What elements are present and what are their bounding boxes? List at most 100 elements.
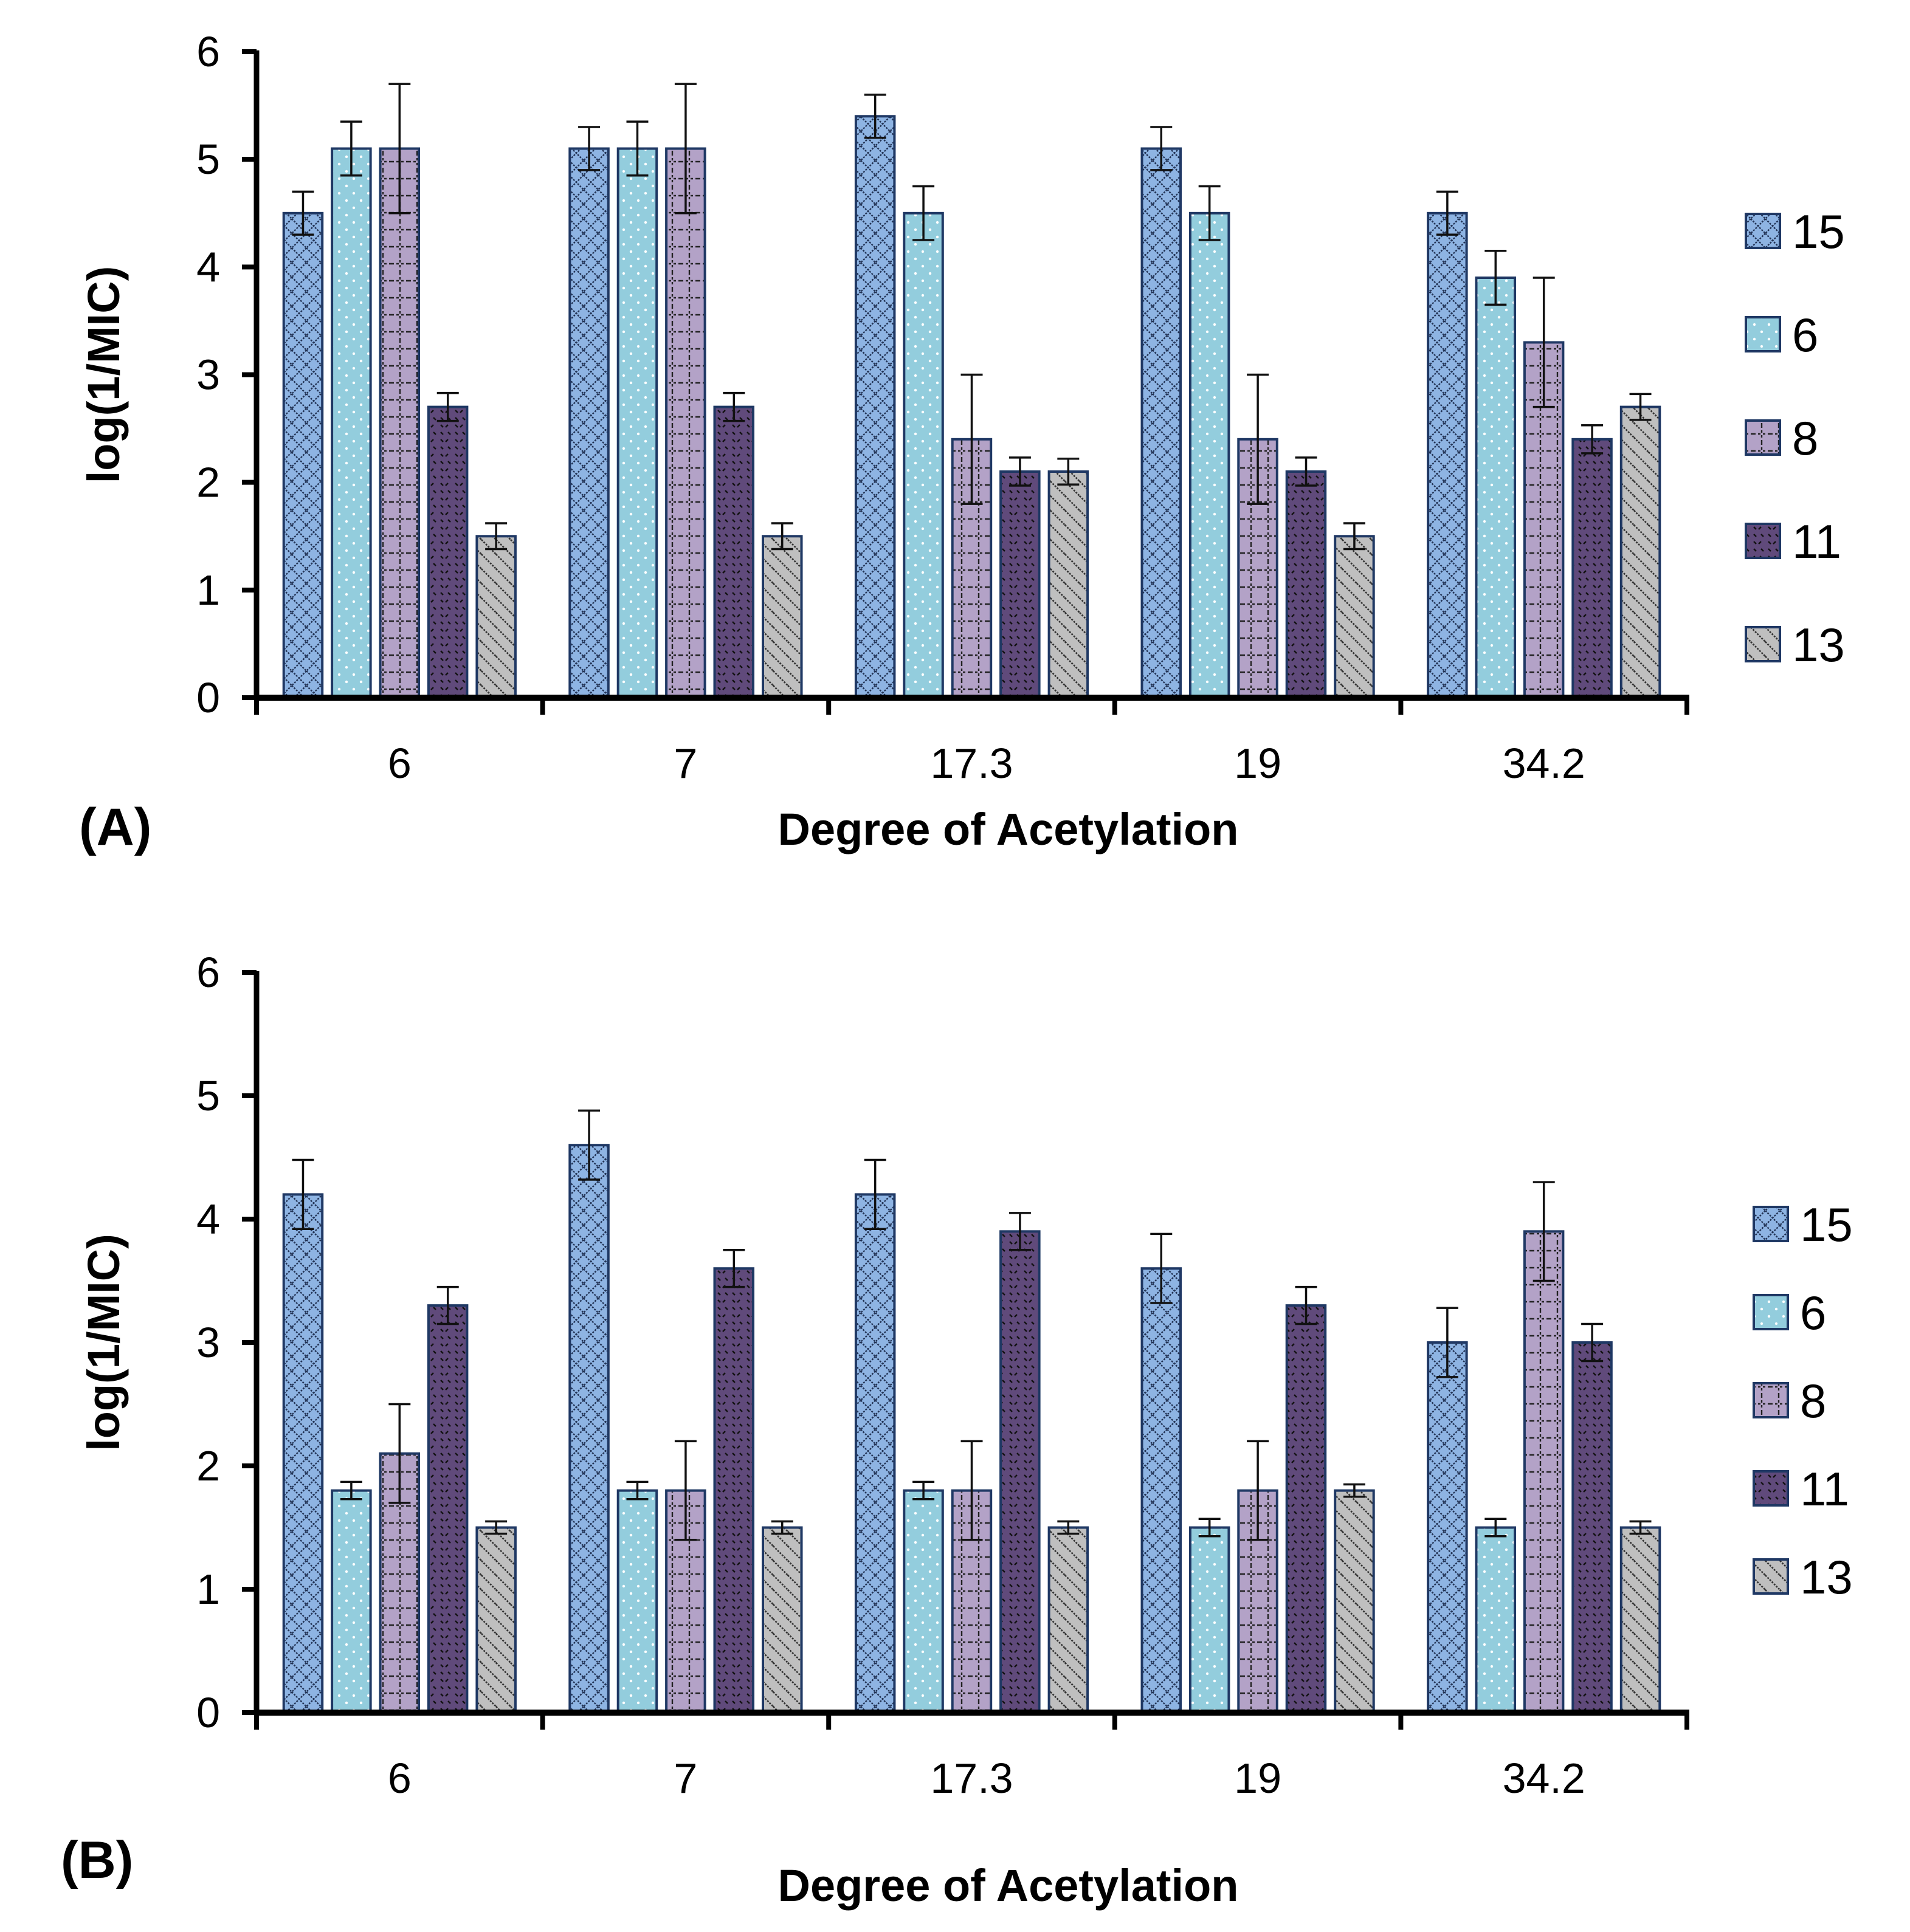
legend-swatch-15	[1753, 1206, 1789, 1242]
x-tick-label: 6	[388, 1755, 412, 1802]
bar-6-6	[331, 1489, 372, 1714]
error-bar-8-19	[1247, 1440, 1269, 1541]
y-tick-label: 2	[196, 1442, 220, 1490]
legend-label-8: 8	[1792, 411, 1818, 465]
panel-label: (B)	[61, 1831, 133, 1889]
error-bar-6-7	[626, 1480, 649, 1501]
y-tick-label: 1	[196, 566, 220, 614]
bar-15-17.3	[854, 115, 896, 700]
error-bar-8-17.3	[960, 373, 983, 505]
bar-15-7	[568, 1144, 610, 1714]
error-bar-15-7	[578, 126, 601, 171]
bar-6-34.2	[1475, 1526, 1516, 1714]
legend-swatch-8	[1745, 419, 1781, 456]
error-bar-13-34.2	[1629, 393, 1652, 421]
bar-15-17.3	[854, 1193, 896, 1714]
error-bar-15-17.3	[864, 94, 886, 139]
error-bar-11-6	[436, 391, 459, 422]
error-bar-6-6	[340, 120, 362, 177]
error-bar-11-6	[436, 1285, 459, 1325]
legend: 15 6 8 11 13	[1745, 205, 1845, 672]
panel-label: (A)	[79, 798, 151, 856]
error-bar-13-7	[771, 1520, 793, 1535]
bar-13-6	[475, 1526, 517, 1714]
legend-swatch-6	[1753, 1294, 1789, 1330]
bar-6-19	[1188, 1526, 1230, 1714]
y-tick-label: 6	[196, 949, 220, 996]
legend-label-6: 6	[1792, 308, 1818, 362]
bar-15-34.2	[1427, 1341, 1468, 1714]
error-bar-6-19	[1198, 1518, 1221, 1538]
bar-13-17.3	[1047, 470, 1089, 699]
error-bar-13-19	[1343, 522, 1365, 551]
x-tick-label: 34.2	[1503, 740, 1585, 787]
error-bar-13-17.3	[1057, 1520, 1080, 1535]
x-tick-label: 7	[674, 740, 697, 787]
bar-6-34.2	[1475, 277, 1516, 699]
y-tick-label: 0	[196, 674, 220, 721]
error-bar-11-34.2	[1581, 424, 1604, 455]
bar-11-17.3	[999, 470, 1041, 699]
legend-swatch-6	[1745, 316, 1781, 352]
legend-label-11: 11	[1800, 1462, 1849, 1516]
y-tick-label: 0	[196, 1689, 220, 1736]
y-tick-label: 5	[196, 136, 220, 183]
x-axis-title: Degree of Acetylation	[778, 804, 1239, 854]
error-bar-11-19	[1295, 1285, 1317, 1325]
error-bar-6-17.3	[912, 1480, 935, 1501]
bar-11-19	[1285, 470, 1327, 699]
y-tick-label: 3	[196, 351, 220, 399]
bar-6-17.3	[903, 211, 944, 700]
error-bar-13-7	[771, 522, 793, 551]
bar-6-6	[331, 147, 372, 699]
bar-13-7	[762, 1526, 803, 1714]
legend-swatch-13	[1753, 1558, 1789, 1595]
bar-8-34.2	[1523, 1230, 1565, 1714]
error-bar-8-19	[1247, 373, 1269, 505]
bar-13-34.2	[1619, 1526, 1661, 1714]
y-tick-label: 4	[196, 1195, 220, 1243]
bar-13-19	[1334, 1489, 1375, 1714]
panel-b: 0 1 2 3 4 5 6 6 7 17.3 19 34.2 log(1/MIC) Degree of A…	[61, 949, 1853, 1911]
error-bar-15-7	[578, 1109, 601, 1181]
bar-13-17.3	[1047, 1526, 1089, 1714]
error-bar-15-19	[1150, 126, 1173, 171]
legend: 15 6 8 11 13	[1753, 1198, 1853, 1604]
bar-15-7	[568, 147, 610, 699]
bar-15-6	[282, 1193, 324, 1714]
x-tick-label: 7	[674, 1755, 697, 1802]
error-bar-15-19	[1150, 1232, 1173, 1304]
bar-6-7	[616, 147, 658, 699]
bar-13-19	[1334, 535, 1375, 700]
error-bar-11-17.3	[1008, 456, 1031, 487]
legend-swatch-8	[1753, 1382, 1789, 1418]
error-bar-15-6	[292, 1158, 314, 1230]
bar-11-34.2	[1571, 438, 1613, 699]
bar-13-7	[762, 535, 803, 700]
legend-label-13: 13	[1800, 1550, 1853, 1604]
legend-swatch-11	[1745, 523, 1781, 559]
error-bar-11-7	[723, 391, 745, 422]
error-bar-6-34.2	[1484, 1518, 1507, 1538]
error-bar-8-7	[674, 1440, 697, 1541]
bar-8-7	[665, 147, 706, 699]
error-bar-6-19	[1198, 185, 1221, 241]
bar-11-17.3	[999, 1230, 1041, 1714]
bar-13-34.2	[1619, 405, 1661, 699]
error-bar-8-17.3	[960, 1440, 983, 1541]
error-bar-11-34.2	[1581, 1322, 1604, 1363]
x-tick-label: 19	[1234, 1755, 1281, 1802]
x-tick-label: 17.3	[930, 740, 1013, 787]
y-tick-label: 5	[196, 1072, 220, 1119]
error-bar-6-34.2	[1484, 250, 1507, 306]
x-tick-label: 17.3	[930, 1755, 1013, 1802]
bar-8-6	[379, 147, 420, 699]
y-axis-title: log(1/MIC)	[78, 266, 129, 484]
error-bar-15-6	[292, 190, 314, 236]
error-bar-8-6	[388, 83, 411, 215]
error-bar-13-6	[485, 1520, 508, 1535]
y-tick-label: 6	[196, 28, 220, 75]
bar-11-7	[713, 405, 754, 699]
error-bar-11-7	[723, 1249, 745, 1288]
